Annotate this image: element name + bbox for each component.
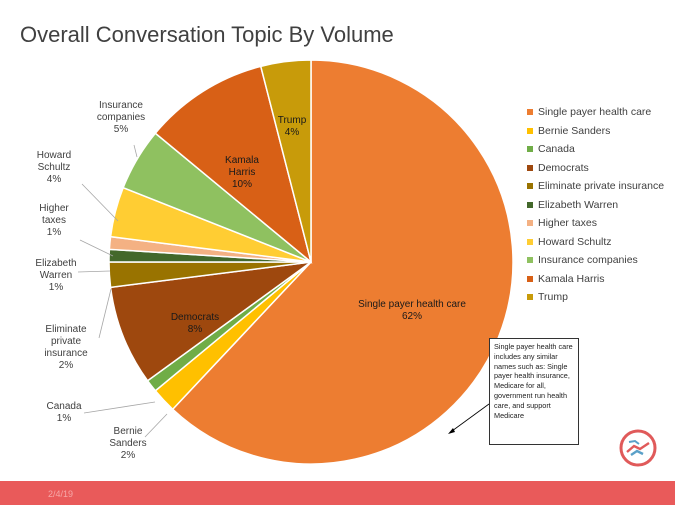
legend-item-howard-schultz: Howard Schultz bbox=[527, 233, 664, 252]
legend-label: Howard Schultz bbox=[538, 235, 612, 248]
pie-slice-trump bbox=[259, 59, 312, 263]
legend-item-single-payer-health-care: Single payer health care bbox=[527, 103, 664, 122]
legend-swatch bbox=[527, 146, 533, 153]
footer-date: 2/4/19 bbox=[48, 489, 74, 499]
leader-line-bernie-sanders bbox=[144, 413, 168, 438]
leader-line-elizabeth-warren bbox=[77, 270, 111, 273]
legend-item-bernie-sanders: Bernie Sanders bbox=[527, 122, 664, 141]
legend-item-trump: Trump bbox=[527, 288, 664, 307]
legend-label: Bernie Sanders bbox=[538, 124, 611, 137]
legend-swatch bbox=[527, 257, 533, 264]
legend-label: Kamala Harris bbox=[538, 272, 605, 285]
legend-item-higher-taxes: Higher taxes bbox=[527, 214, 664, 233]
leader-line-higher-taxes bbox=[79, 239, 114, 257]
legend-swatch bbox=[527, 127, 533, 134]
handshake-logo-icon bbox=[619, 429, 657, 467]
legend-item-democrats: Democrats bbox=[527, 159, 664, 178]
legend-swatch bbox=[527, 238, 533, 245]
legend-swatch bbox=[527, 183, 533, 190]
data-label-eliminate-private-insurance: Eliminate private insurance 2% bbox=[44, 324, 88, 371]
data-label-elizabeth-warren: Elizabeth Warren 1% bbox=[35, 258, 76, 293]
legend-label: Insurance companies bbox=[538, 254, 638, 267]
data-label-insurance-companies: Insurance companies 5% bbox=[97, 100, 145, 135]
legend-label: Trump bbox=[538, 291, 568, 304]
leader-line-insurance-companies bbox=[133, 144, 138, 158]
footer-bar: 2/4/19 bbox=[0, 481, 675, 505]
legend-label: Single payer health care bbox=[538, 106, 652, 119]
legend-item-insurance-companies: Insurance companies bbox=[527, 251, 664, 270]
legend-item-eliminate-private-insurance: Eliminate private insurance bbox=[527, 177, 664, 196]
legend-label: Elizabeth Warren bbox=[538, 198, 619, 211]
legend-swatch bbox=[527, 109, 533, 116]
chart-legend: Single payer health care Bernie Sanders Ca… bbox=[527, 103, 664, 307]
pie-slice-single-payer-health-care bbox=[171, 59, 514, 465]
leader-line-howard-schultz bbox=[81, 183, 119, 222]
legend-item-canada: Canada bbox=[527, 140, 664, 159]
legend-item-kamala-harris: Kamala Harris bbox=[527, 270, 664, 289]
data-label-higher-taxes: Higher taxes 1% bbox=[39, 203, 69, 238]
legend-label: Democrats bbox=[538, 161, 589, 174]
legend-swatch bbox=[527, 220, 533, 227]
legend-swatch bbox=[527, 164, 533, 171]
pie-chart: Single payer health care 62% Bernie Sanders… bbox=[35, 59, 514, 465]
pie-slice-kamala-harris bbox=[154, 65, 313, 265]
data-label-democrats: Democrats 8% bbox=[171, 312, 219, 335]
data-label-howard-schultz: Howard Schultz 4% bbox=[37, 150, 71, 185]
chart-title: Overall Conversation Topic By Volume bbox=[20, 22, 394, 47]
leader-line-canada bbox=[83, 401, 156, 414]
legend-swatch bbox=[527, 275, 533, 282]
definition-note: Single payer health care includes any si… bbox=[489, 338, 579, 445]
data-label-canada: Canada 1% bbox=[46, 401, 81, 424]
legend-swatch bbox=[527, 201, 533, 208]
legend-swatch bbox=[527, 294, 533, 301]
legend-label: Eliminate private insurance bbox=[538, 180, 665, 193]
data-label-kamala-harris: Kamala Harris 10% bbox=[225, 155, 259, 190]
legend-label: Canada bbox=[538, 143, 575, 156]
leader-line-eliminate-private-insurance bbox=[98, 288, 112, 339]
data-label-bernie-sanders: Bernie Sanders 2% bbox=[109, 426, 146, 461]
data-label-trump: Trump 4% bbox=[278, 115, 307, 138]
legend-item-elizabeth-warren: Elizabeth Warren bbox=[527, 196, 664, 215]
data-label-single-payer-health-care: Single payer health care 62% bbox=[358, 299, 466, 322]
legend-label: Higher taxes bbox=[538, 217, 597, 230]
